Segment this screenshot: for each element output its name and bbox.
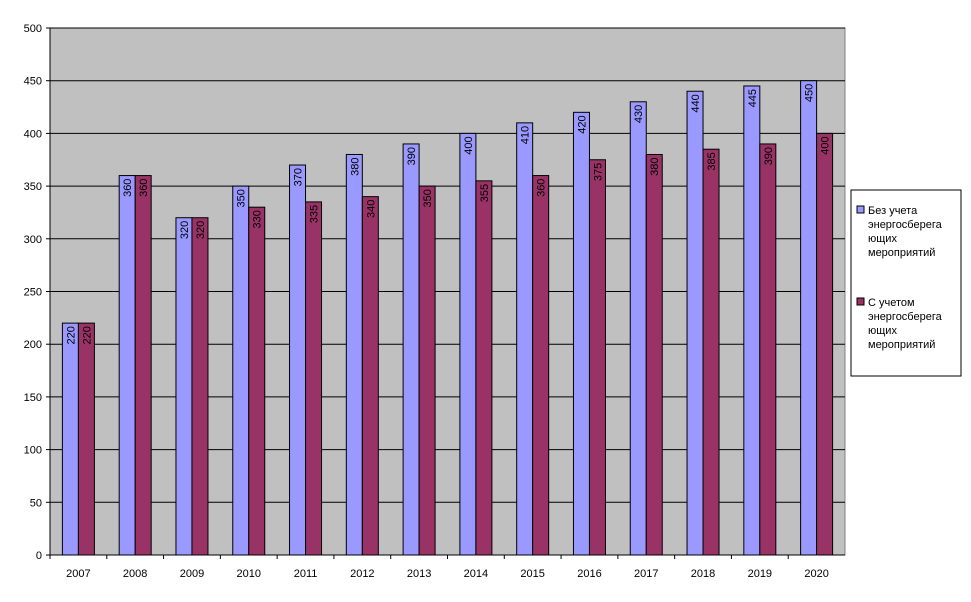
bar-value-label: 350 (236, 189, 248, 207)
x-tick-label: 2010 (237, 568, 261, 580)
bar-value-label: 360 (138, 179, 150, 197)
bar-value-label: 370 (293, 168, 305, 186)
bar-value-label: 440 (690, 94, 702, 112)
bar-with-measures (759, 143, 777, 556)
bar-with-measures (77, 322, 95, 556)
y-tick-label: 400 (24, 128, 42, 140)
y-tick-label: 0 (36, 550, 42, 562)
legend: Без учета энергосберега ющих мероприятий С у… (850, 189, 962, 377)
x-tick-label: 2016 (577, 568, 601, 580)
legend-swatch (856, 205, 865, 214)
x-tick-label: 2007 (66, 568, 90, 580)
bar-without-measures (402, 143, 420, 556)
bar-value-label: 400 (463, 136, 475, 154)
bar-value-label: 220 (65, 326, 77, 344)
bar-value-label: 320 (179, 221, 191, 239)
bar-with-measures (702, 148, 720, 556)
bar-with-measures (816, 132, 834, 556)
bar-value-label: 380 (649, 157, 661, 175)
bar-value-label: 220 (81, 326, 93, 344)
bar-without-measures (572, 111, 590, 556)
x-tick-label: 2013 (407, 568, 431, 580)
y-tick-label: 300 (24, 234, 42, 246)
bar-without-measures (743, 85, 761, 556)
bar-without-measures (459, 132, 477, 556)
bar-without-measures (118, 175, 136, 556)
bar-without-measures (516, 122, 534, 556)
bar-value-label: 445 (747, 89, 759, 107)
bar-with-measures (361, 196, 379, 556)
y-tick-label: 450 (24, 76, 42, 88)
bar-without-measures (629, 101, 647, 556)
legend-swatch (856, 297, 865, 306)
y-tick-label: 500 (24, 23, 42, 35)
bar-value-label: 360 (536, 179, 548, 197)
x-axis-ticks: 2007 2008 2009 2010 2011 2012 2013 2014 2015 2016… (49, 555, 829, 580)
x-tick-label: 2020 (804, 568, 828, 580)
bar-value-label: 350 (422, 189, 434, 207)
bar-value-label: 410 (520, 126, 532, 144)
bar-with-measures (305, 201, 323, 556)
bar-without-measures (686, 90, 704, 556)
x-tick-label: 2015 (520, 568, 544, 580)
y-tick-label: 50 (30, 497, 42, 509)
bar-value-label: 430 (633, 105, 645, 123)
bar-value-label: 340 (365, 200, 377, 218)
bar-without-measures (289, 164, 307, 556)
bar-value-label: 385 (706, 152, 718, 170)
bar-value-label: 450 (804, 84, 816, 102)
bar-value-label: 320 (195, 221, 207, 239)
bar-value-label: 390 (763, 147, 775, 165)
bar-without-measures (175, 217, 193, 556)
y-tick-label: 100 (24, 445, 42, 457)
bar-value-label: 380 (349, 157, 361, 175)
y-tick-label: 350 (24, 181, 42, 193)
bar-value-label: 390 (406, 147, 418, 165)
bar-with-measures (475, 180, 493, 556)
bar-value-label: 335 (309, 205, 321, 223)
y-tick-label: 150 (24, 392, 42, 404)
bars: 220 220 360 360 320 320 350 330 370 335 380 340 390 3… (61, 80, 834, 556)
bar-with-measures (134, 175, 152, 556)
y-tick-label: 250 (24, 287, 42, 299)
bar-value-label: 330 (252, 210, 264, 228)
bar-with-measures (191, 217, 209, 556)
bar-without-measures (232, 185, 250, 556)
bar-with-measures (418, 185, 436, 556)
x-tick-label: 2011 (294, 568, 318, 580)
legend-box (850, 189, 962, 377)
bar-with-measures (248, 206, 266, 556)
legend-entry: С учетом энергосберега ющих мероприятий (868, 297, 943, 351)
bar-with-measures (588, 159, 606, 556)
x-tick-label: 2019 (748, 568, 772, 580)
bar-without-measures (61, 322, 79, 556)
x-tick-label: 2009 (180, 568, 204, 580)
bar-value-label: 400 (820, 136, 832, 154)
legend-entry: Без учета энергосберега ющих мероприятий (868, 205, 943, 259)
bar-with-measures (532, 175, 550, 556)
bar-value-label: 375 (592, 163, 604, 181)
bar-value-label: 420 (576, 115, 588, 133)
bar-value-label: 360 (122, 179, 134, 197)
y-tick-label: 200 (24, 339, 42, 351)
bar-without-measures (345, 153, 363, 556)
x-tick-label: 2014 (464, 568, 488, 580)
bar-value-label: 355 (479, 184, 491, 202)
x-tick-label: 2012 (350, 568, 374, 580)
x-tick-label: 2018 (691, 568, 715, 580)
x-tick-label: 2008 (123, 568, 147, 580)
x-tick-label: 2017 (634, 568, 658, 580)
bar-without-measures (800, 80, 818, 556)
bar-with-measures (645, 153, 663, 556)
